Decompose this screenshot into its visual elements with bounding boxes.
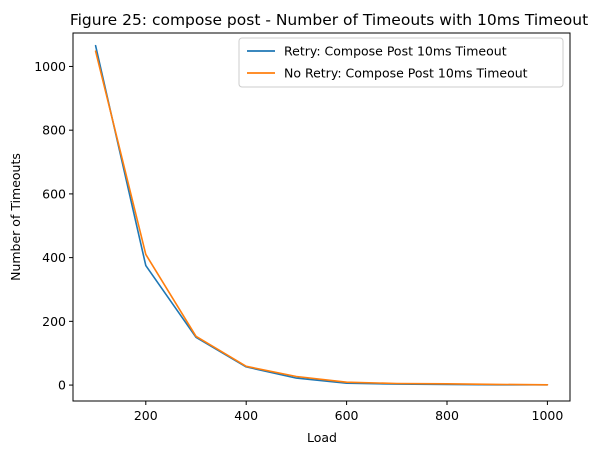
series-line-1	[94, 44, 549, 386]
y-tick-label: 600	[42, 186, 66, 201]
x-tick-label: 1000	[532, 408, 564, 423]
y-tick-label: 200	[42, 314, 66, 329]
plot-frame	[72, 32, 571, 402]
x-tick-label: 600	[335, 408, 359, 423]
y-tick-label: 800	[42, 123, 66, 138]
legend: Retry: Compose Post 10ms Timeout No Retry…	[238, 37, 564, 88]
plot-series	[94, 44, 549, 386]
y-tick-label: 1000	[34, 59, 66, 74]
series-line-2	[94, 50, 549, 386]
x-axis: 200 400 600 800 1000	[134, 401, 563, 423]
legend-frame	[238, 37, 564, 88]
x-tick-label: 200	[134, 408, 158, 423]
legend-label: Retry: Compose Post 10ms Timeout	[284, 44, 507, 59]
y-axis: 0 200 400 600 800 1000	[34, 59, 73, 393]
x-axis-label: Load	[307, 430, 337, 445]
y-axis-label: Number of Timeouts	[8, 153, 23, 281]
legend-label: No Retry: Compose Post 10ms Timeout	[284, 66, 528, 81]
chart-title: Figure 25: compose post - Number of Time…	[70, 11, 588, 29]
y-tick-label: 400	[42, 250, 66, 265]
x-tick-label: 800	[435, 408, 459, 423]
y-tick-label: 0	[58, 378, 66, 393]
x-tick-label: 400	[234, 408, 258, 423]
